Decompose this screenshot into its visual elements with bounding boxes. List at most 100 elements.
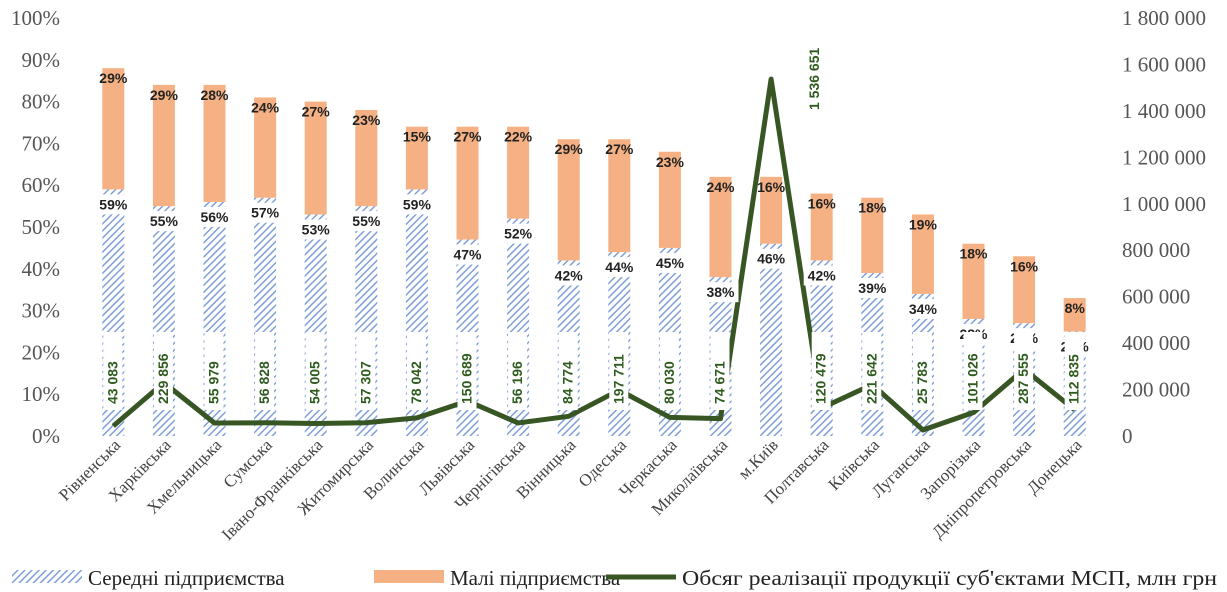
category-label: м.Київ (734, 435, 782, 483)
line-value-label: 1 536 651 (806, 48, 822, 110)
line-label-bg (1014, 332, 1034, 410)
right-tick-label: 1 800 000 (1122, 6, 1206, 30)
line-label-bg (710, 332, 730, 410)
bar-label-bg (601, 257, 638, 278)
line-value-label: 74 671 (712, 361, 728, 404)
bar-label-bg (702, 282, 739, 303)
bar-small (152, 84, 175, 207)
legend-label-volume: Обсяг реалізації продукції суб'єктами МС… (682, 566, 1217, 590)
bar-small-label: 15% (403, 129, 432, 145)
bar-small-label: 16% (757, 179, 786, 195)
bar-small (355, 109, 378, 207)
left-tick-label: 50% (22, 215, 61, 239)
bar-label-bg (247, 202, 284, 223)
left-tick-label: 40% (22, 257, 61, 281)
bar-medium-label: 45% (656, 255, 685, 271)
line-label-bg (406, 332, 426, 410)
right-tick-label: 1 000 000 (1122, 192, 1206, 216)
legend-swatch-small (374, 570, 444, 583)
bar-small-label: 24% (706, 179, 735, 195)
line-value-label: 120 479 (813, 353, 829, 404)
legend-label-medium: Середні підприємства (88, 566, 285, 590)
bar-small-label: 8% (1065, 300, 1086, 316)
bar-label-bg (803, 265, 840, 286)
bar-label-bg (854, 277, 891, 298)
line-label-bg (912, 332, 932, 410)
bar-medium-label: 38% (706, 284, 735, 300)
line-value-label: 43 083 (104, 361, 120, 404)
right-tick-label: 600 000 (1122, 285, 1190, 309)
bar-small (102, 68, 125, 190)
bar-medium-label: 59% (403, 196, 432, 212)
bar-label-bg (145, 211, 182, 232)
bar-medium-label: 56% (200, 209, 229, 225)
line-value-label: 197 711 (610, 354, 626, 404)
legend-label-small: Малі підприємства (450, 566, 621, 590)
bar-small (456, 126, 479, 240)
line-label-bg (103, 332, 123, 410)
left-tick-label: 0% (32, 424, 60, 448)
left-tick-label: 70% (22, 131, 61, 155)
bar-label-bg (753, 248, 790, 269)
sales-volume-polyline (111, 76, 1077, 433)
line-label-bg (1064, 332, 1084, 410)
bar-medium-label: 44% (605, 259, 634, 275)
category-label: Донецька (1023, 435, 1086, 498)
line-label-bg (811, 332, 831, 410)
bar-label-bg (297, 219, 334, 240)
line-label-bg (508, 332, 528, 410)
right-tick-label: 200 000 (1122, 378, 1190, 402)
left-tick-label: 100% (11, 6, 60, 30)
legend-swatch-medium (12, 570, 82, 583)
line-value-label: 80 030 (661, 361, 677, 404)
line-value-label: 25 783 (914, 361, 930, 404)
left-tick-label: 90% (22, 48, 61, 72)
bar-small-label: 29% (555, 141, 584, 157)
bar-small-label: 29% (150, 87, 179, 103)
bar-small-label: 19% (909, 216, 938, 232)
right-tick-label: 400 000 (1122, 331, 1190, 355)
bar-small (709, 176, 732, 278)
bar-small (962, 243, 985, 319)
right-tick-label: 800 000 (1122, 238, 1190, 262)
bar-small (1063, 298, 1086, 332)
bar-small-label: 16% (808, 196, 837, 212)
bar-small-label: 18% (959, 246, 988, 262)
bar-small-label: 18% (858, 200, 887, 216)
bar-medium-label: 55% (150, 213, 179, 229)
bar-small-label: 16% (1010, 258, 1039, 274)
bar-medium-label: 59% (99, 196, 128, 212)
bar-small (203, 84, 226, 202)
line-label-bg (356, 332, 376, 410)
bar-small (810, 193, 833, 261)
right-tick-label: 1 200 000 (1122, 145, 1206, 169)
bar-small (760, 176, 783, 244)
bar-label-bg (348, 211, 385, 232)
legend-item-medium: Середні підприємства (12, 566, 285, 590)
bar-small (861, 197, 884, 273)
left-tick-label: 30% (22, 299, 61, 323)
bar-label-bg (196, 206, 233, 227)
bar-medium-label: 55% (352, 213, 381, 229)
line-value-label: 56 828 (256, 361, 272, 404)
bar-data-labels: 59% 29% 55% 29% 56% 28% 57% 24% 53% 27% 55% 23% 59% 1… (95, 70, 1093, 357)
bar-small (304, 101, 327, 215)
category-labels: РівненськаХарківськаХмельницькаСумськаІв… (55, 435, 1086, 544)
bar-medium-label: 42% (808, 267, 837, 283)
sales-volume-line (111, 76, 1077, 433)
left-tick-label: 10% (22, 382, 61, 406)
left-tick-label: 60% (22, 173, 61, 197)
bar-small-label: 27% (605, 141, 634, 157)
line-label-bg (963, 332, 983, 410)
right-tick-label: 1 600 000 (1122, 52, 1206, 76)
bar-medium-label: 34% (909, 301, 938, 317)
right-tick-label: 0 (1122, 424, 1133, 448)
line-label-bg (609, 332, 629, 410)
left-tick-label: 80% (22, 90, 61, 114)
line-value-label: 287 555 (1015, 353, 1031, 404)
bar-medium-label: 52% (504, 226, 533, 242)
legend-item-volume: Обсяг реалізації продукції суб'єктами МС… (606, 566, 1217, 590)
line-label-bg (204, 332, 224, 410)
line-value-label: 54 005 (307, 361, 323, 404)
line-label-bg (305, 332, 325, 410)
